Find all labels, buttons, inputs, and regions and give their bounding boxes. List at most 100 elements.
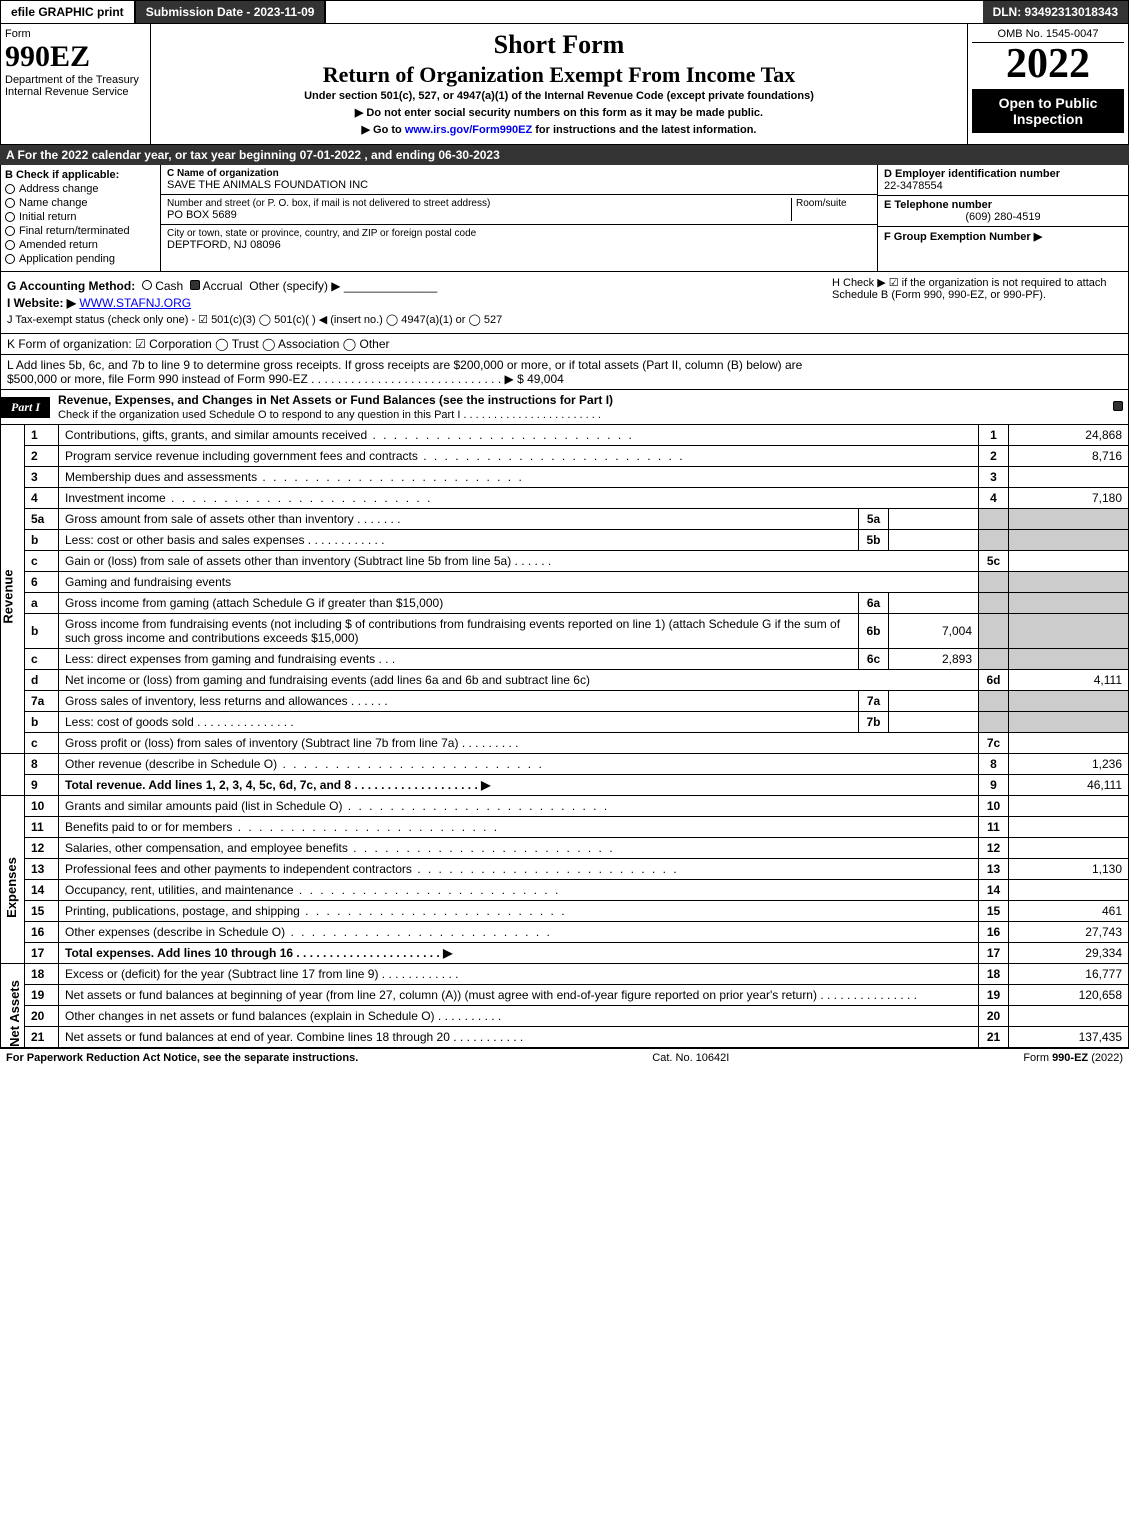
i-label: I Website: ▶: [7, 296, 76, 310]
b-item-4: Amended return: [19, 239, 98, 251]
cb-accrual[interactable]: [190, 280, 200, 290]
cb-final-return[interactable]: [5, 226, 15, 236]
row-rv: 46,111: [1009, 775, 1129, 796]
mini-val: 2,893: [889, 649, 979, 670]
row-rv: 4,111: [1009, 670, 1129, 691]
ein-value: 22-3478554: [884, 180, 1122, 192]
shaded-cell: [1009, 509, 1129, 530]
side-expenses: Expenses: [4, 857, 19, 918]
row-rn: 2: [979, 446, 1009, 467]
row-desc: Contributions, gifts, grants, and simila…: [65, 428, 634, 442]
part-1-label: Part I: [1, 397, 50, 418]
cb-application-pending[interactable]: [5, 254, 15, 264]
row-rn: 11: [979, 817, 1009, 838]
row-rn: 6d: [979, 670, 1009, 691]
shaded-cell: [1009, 530, 1129, 551]
row-rn: 16: [979, 922, 1009, 943]
row-num: d: [25, 670, 59, 691]
title-short-form: Short Form: [159, 30, 959, 60]
row-num: 5a: [25, 509, 59, 530]
submission-date: Submission Date - 2023-11-09: [136, 1, 327, 23]
row-rn: 4: [979, 488, 1009, 509]
shaded-cell: [1009, 614, 1129, 649]
g-label: G Accounting Method:: [7, 279, 135, 293]
row-rn: 14: [979, 880, 1009, 901]
mini-num: 6b: [859, 614, 889, 649]
row-desc: Less: cost or other basis and sales expe…: [65, 533, 304, 547]
row-rn: 7c: [979, 733, 1009, 754]
mini-val: [889, 509, 979, 530]
row-num: 3: [25, 467, 59, 488]
row-rv: [1009, 838, 1129, 859]
j-line: J Tax-exempt status (check only one) - ☑…: [7, 313, 822, 326]
cb-address-change[interactable]: [5, 184, 15, 194]
part-1-table: Revenue 1 Contributions, gifts, grants, …: [0, 425, 1129, 1048]
row-rv: 137,435: [1009, 1027, 1129, 1048]
d-label: D Employer identification number: [884, 168, 1122, 180]
row-rn: 21: [979, 1027, 1009, 1048]
cb-schedule-o[interactable]: [1113, 401, 1123, 411]
b-item-1: Name change: [19, 197, 88, 209]
irs-link[interactable]: www.irs.gov/Form990EZ: [405, 124, 532, 136]
row-num: 16: [25, 922, 59, 943]
col-b: B Check if applicable: Address change Na…: [1, 165, 161, 271]
part-1-header: Part I Revenue, Expenses, and Changes in…: [0, 390, 1129, 425]
row-num: b: [25, 712, 59, 733]
row-rn: 17: [979, 943, 1009, 964]
row-desc: Benefits paid to or for members: [65, 820, 499, 834]
row-num: 18: [25, 964, 59, 985]
row-desc: Program service revenue including govern…: [65, 449, 685, 463]
row-desc: Net income or (loss) from gaming and fun…: [59, 670, 979, 691]
cb-amended-return[interactable]: [5, 240, 15, 250]
row-desc: Other expenses (describe in Schedule O): [65, 925, 552, 939]
row-desc: Gross amount from sale of assets other t…: [65, 512, 354, 526]
mini-num: 7a: [859, 691, 889, 712]
row-num: 9: [25, 775, 59, 796]
row-num: 21: [25, 1027, 59, 1048]
website-link[interactable]: WWW.STAFNJ.ORG: [79, 296, 191, 310]
shaded-cell: [1009, 572, 1129, 593]
row-num: 15: [25, 901, 59, 922]
form-header: Form 990EZ Department of the Treasury In…: [0, 24, 1129, 145]
phone-value: (609) 280-4519: [884, 211, 1122, 223]
row-desc: Salaries, other compensation, and employ…: [65, 841, 615, 855]
row-num: a: [25, 593, 59, 614]
row-desc: Gross profit or (loss) from sales of inv…: [65, 736, 458, 750]
row-num: c: [25, 733, 59, 754]
row-rv: 7,180: [1009, 488, 1129, 509]
mini-val: [889, 593, 979, 614]
row-rn: 5c: [979, 551, 1009, 572]
row-rv: 461: [1009, 901, 1129, 922]
addr-label: Number and street (or P. O. box, if mail…: [167, 198, 791, 209]
gh-left: G Accounting Method: Cash Accrual Other …: [7, 276, 822, 329]
shaded-cell: [979, 593, 1009, 614]
g-accrual: Accrual: [203, 279, 243, 293]
row-num: 7a: [25, 691, 59, 712]
row-desc: Gain or (loss) from sale of assets other…: [65, 554, 511, 568]
row-num: c: [25, 649, 59, 670]
l-text-2: $500,000 or more, file Form 990 instead …: [7, 372, 564, 386]
row-desc: Other changes in net assets or fund bala…: [65, 1009, 435, 1023]
dln-label: DLN: 93492313018343: [983, 1, 1128, 23]
shaded-cell: [979, 691, 1009, 712]
row-rn: 20: [979, 1006, 1009, 1027]
cb-cash[interactable]: [142, 280, 152, 290]
row-rv: 29,334: [1009, 943, 1129, 964]
row-rv: [1009, 817, 1129, 838]
row-rn: 3: [979, 467, 1009, 488]
info-block: B Check if applicable: Address change Na…: [0, 165, 1129, 272]
b-item-2: Initial return: [19, 211, 76, 223]
cb-name-change[interactable]: [5, 198, 15, 208]
form-word: Form: [5, 28, 146, 40]
row-rv: [1009, 880, 1129, 901]
mini-val: 7,004: [889, 614, 979, 649]
efile-print-button[interactable]: efile GRAPHIC print: [1, 1, 136, 23]
row-desc: Other revenue (describe in Schedule O): [65, 757, 544, 771]
cb-initial-return[interactable]: [5, 212, 15, 222]
f-label: F Group Exemption Number ▶: [884, 230, 1122, 243]
c-label: C Name of organization: [167, 168, 871, 179]
col-c: C Name of organization SAVE THE ANIMALS …: [161, 165, 878, 271]
row-rv: 8,716: [1009, 446, 1129, 467]
row-desc: Grants and similar amounts paid (list in…: [65, 799, 609, 813]
row-desc: Printing, publications, postage, and shi…: [65, 904, 567, 918]
